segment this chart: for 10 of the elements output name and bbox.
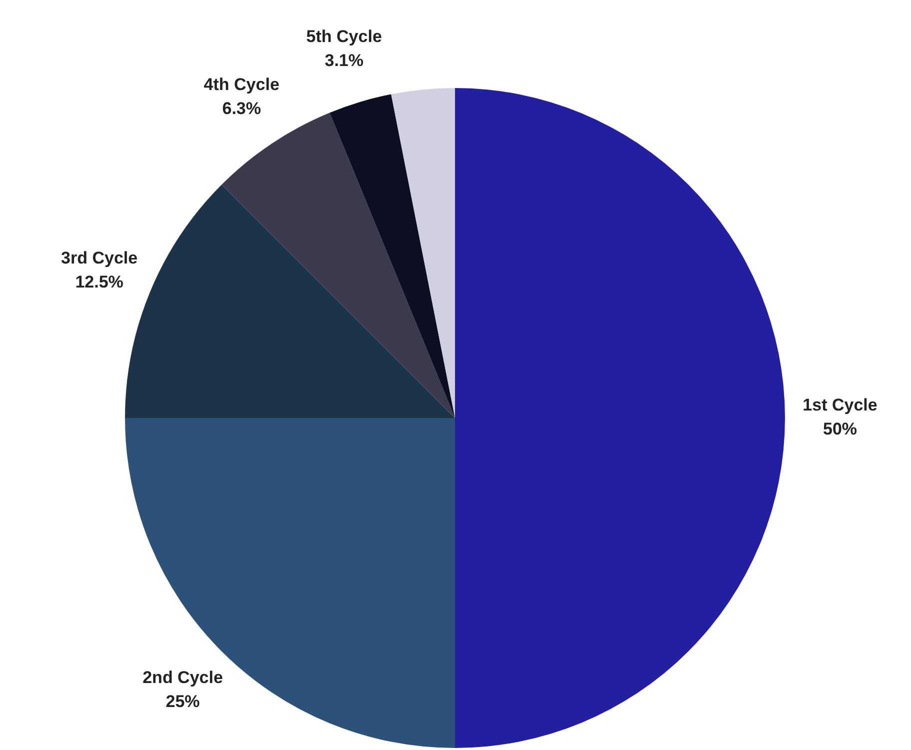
data-label: 25% <box>166 692 200 711</box>
data-label: 6.3% <box>222 99 261 118</box>
data-label: 50% <box>822 420 858 439</box>
slice-label: 1st Cycle <box>802 396 878 415</box>
data-label: 12.5% <box>75 272 124 292</box>
slice-label: 5th Cycle <box>306 27 382 46</box>
data-label: 3.1% <box>324 51 364 70</box>
slice-label: 3rd Cycle <box>61 248 138 268</box>
slice-label: 2nd Cycle <box>142 668 223 687</box>
slice-label: 4th Cycle <box>204 75 280 94</box>
